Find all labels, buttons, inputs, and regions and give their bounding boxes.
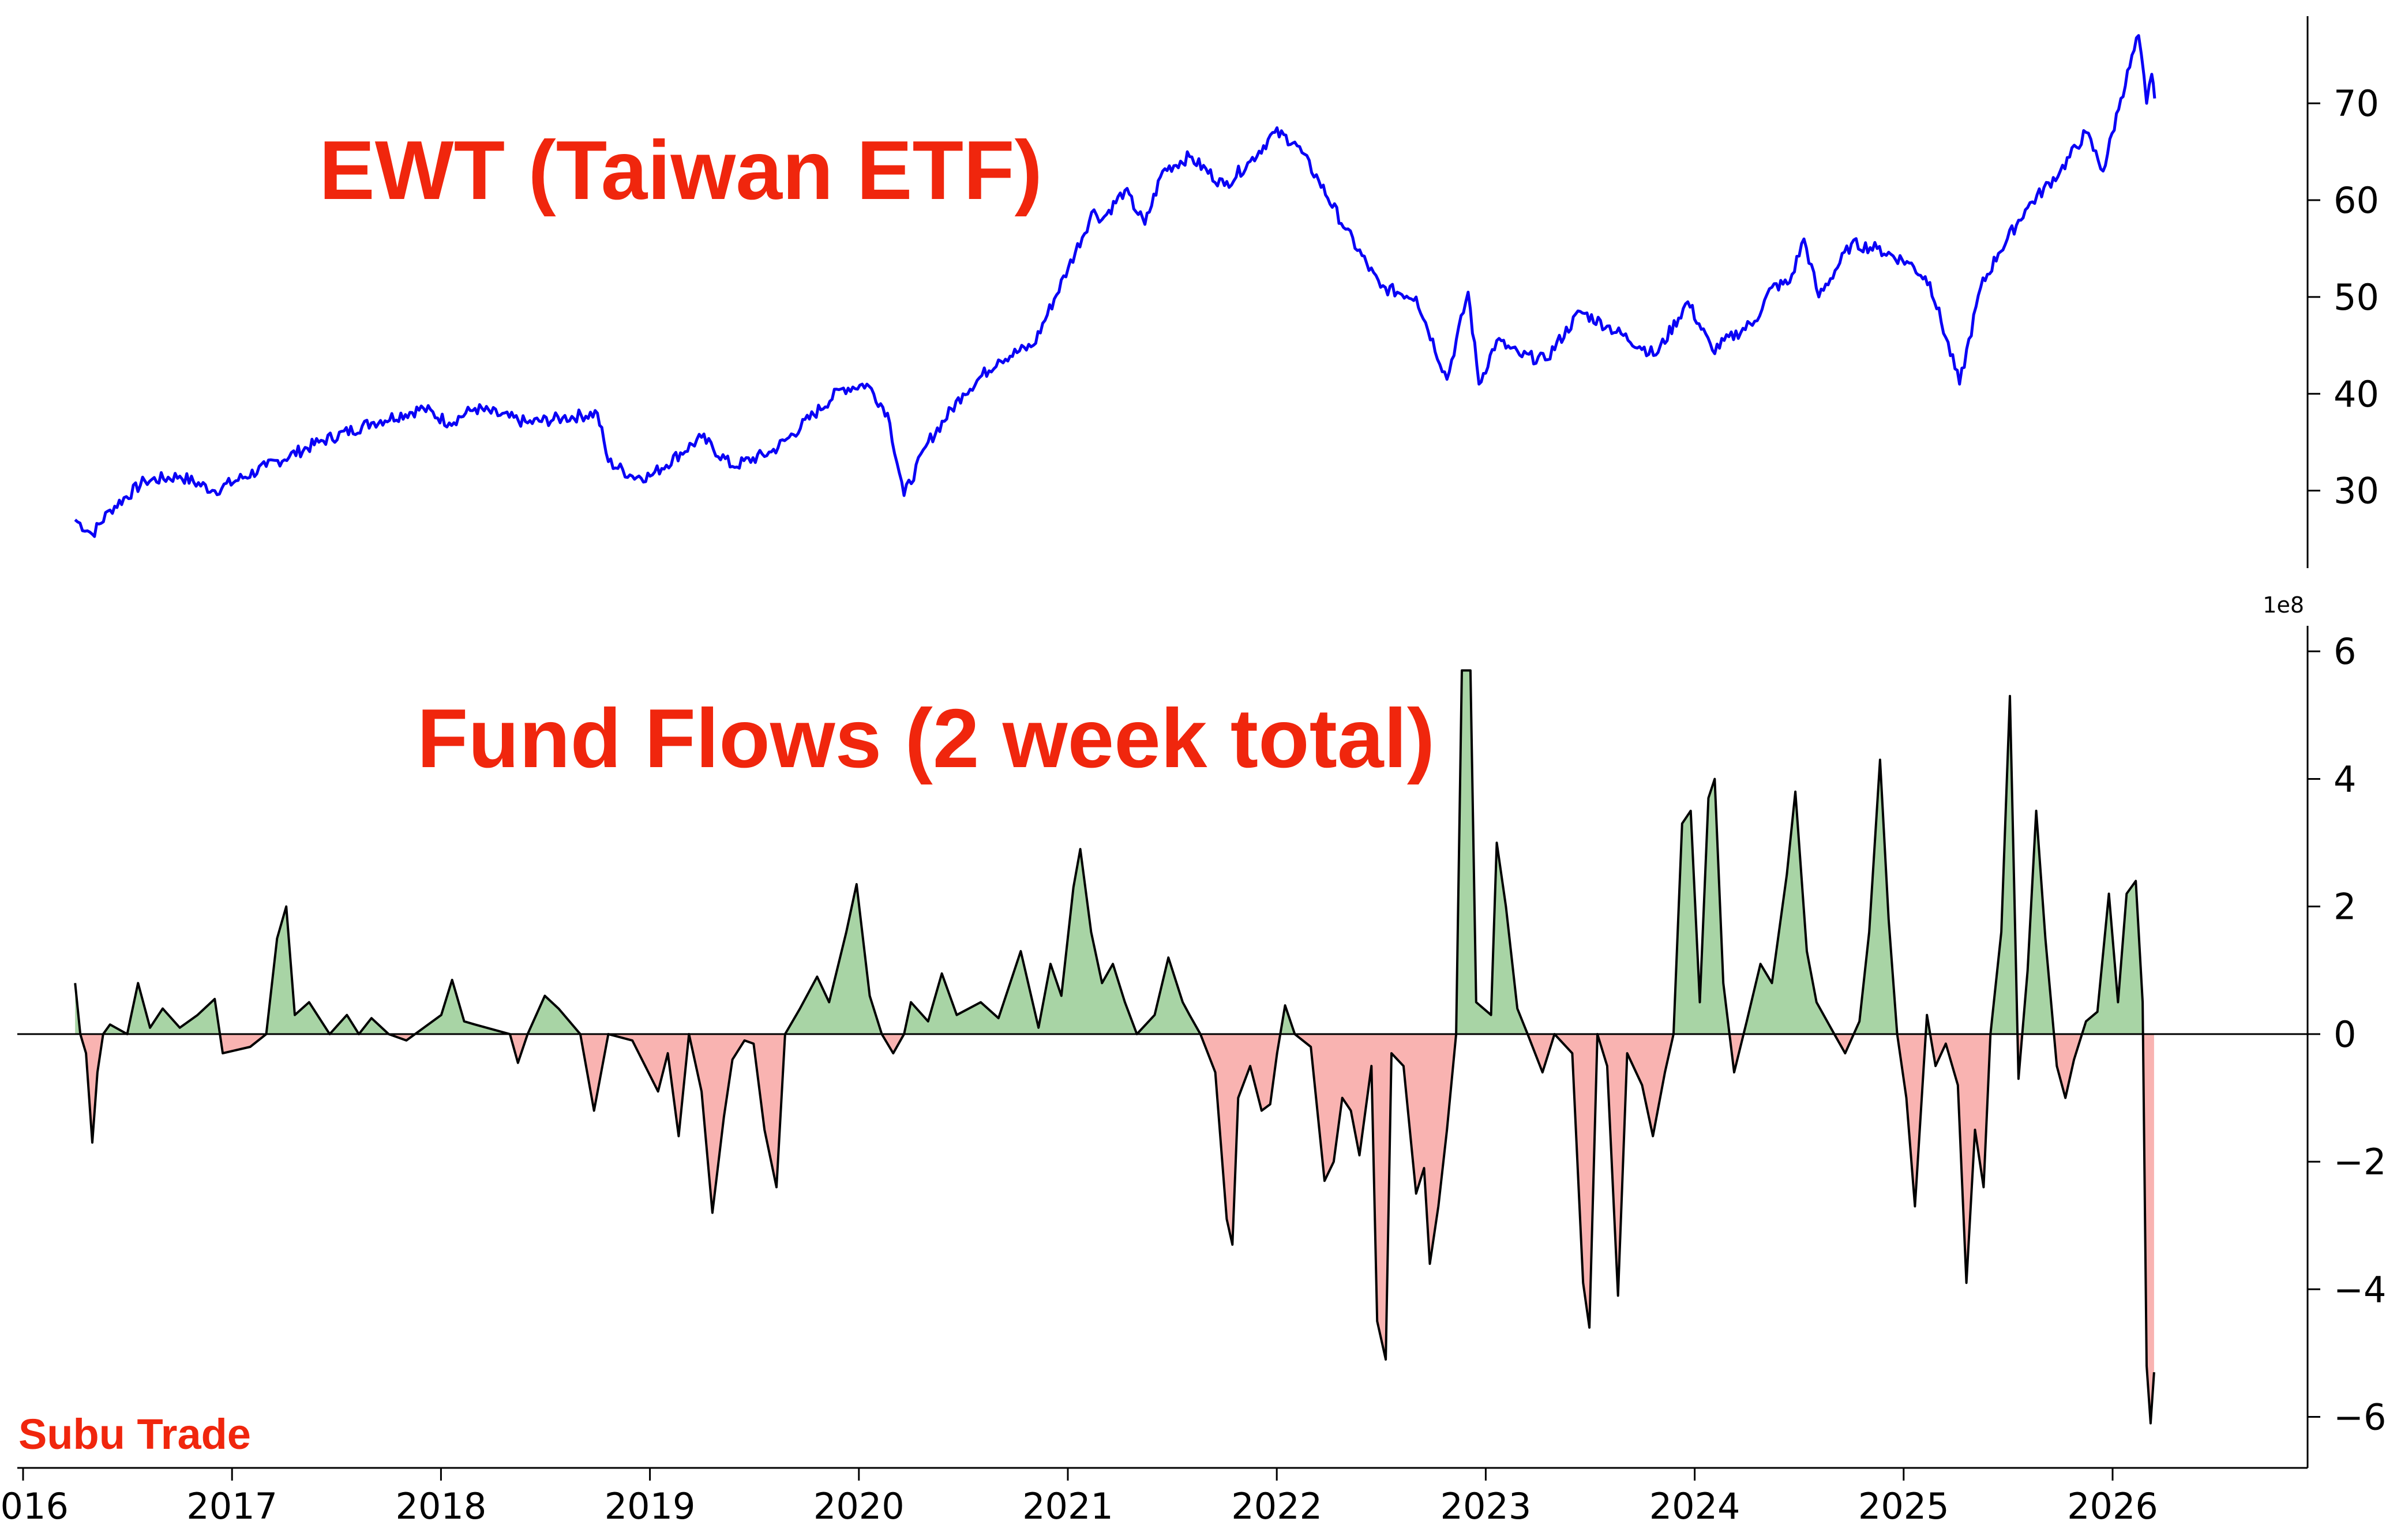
flows-panel: −6 −4 −2 0 2 4 6 2016 2017 2018 2019 2020 2021 2022 20… (0, 626, 2386, 1527)
flows-y-tick-label: 0 (2334, 1013, 2356, 1056)
outflow-area (80, 1034, 2154, 1423)
x-tick-label: 2021 (1022, 1485, 1113, 1527)
flows-y-tick-label: −2 (2334, 1141, 2386, 1183)
x-tick-label: 2026 (2067, 1485, 2158, 1527)
x-tick-label: 2024 (1649, 1485, 1740, 1527)
x-tick-label: 2025 (1858, 1485, 1949, 1527)
x-tick-label: 2017 (186, 1485, 277, 1527)
x-tick-label: 2020 (813, 1485, 905, 1527)
flows-y-tick-label: 2 (2334, 886, 2356, 928)
flows-y-tick-label: 4 (2334, 758, 2356, 800)
watermark: Subu Trade (18, 1410, 251, 1458)
x-tick-label: 2023 (1441, 1485, 1532, 1527)
x-tick-label: 2016 (0, 1485, 69, 1527)
inflow-area (75, 670, 2143, 1034)
x-tick-label: 2019 (605, 1485, 696, 1527)
price-y-tick-label: 70 (2334, 82, 2379, 125)
flows-series-line (74, 669, 2155, 1425)
x-tick-label: 2018 (396, 1485, 487, 1527)
price-y-tick-label: 60 (2334, 179, 2379, 221)
flows-y-tick-label: 6 (2334, 630, 2356, 673)
price-y-tick-label: 40 (2334, 373, 2379, 415)
price-panel: 30 40 50 60 70 (74, 16, 2379, 568)
x-tick-label: 2022 (1231, 1485, 1322, 1527)
y-axis-offset-label: 1e8 (2263, 592, 2304, 618)
flows-y-tick-label: −4 (2334, 1268, 2386, 1310)
price-series-line (74, 34, 2156, 538)
price-y-tick-label: 50 (2334, 276, 2379, 318)
price-chart-title: EWT (Taiwan ETF) (319, 123, 1042, 217)
flows-chart-title: Fund Flows (2 week total) (417, 692, 1435, 785)
price-y-tick-label: 30 (2334, 470, 2379, 512)
flows-y-tick-label: −6 (2334, 1396, 2386, 1438)
